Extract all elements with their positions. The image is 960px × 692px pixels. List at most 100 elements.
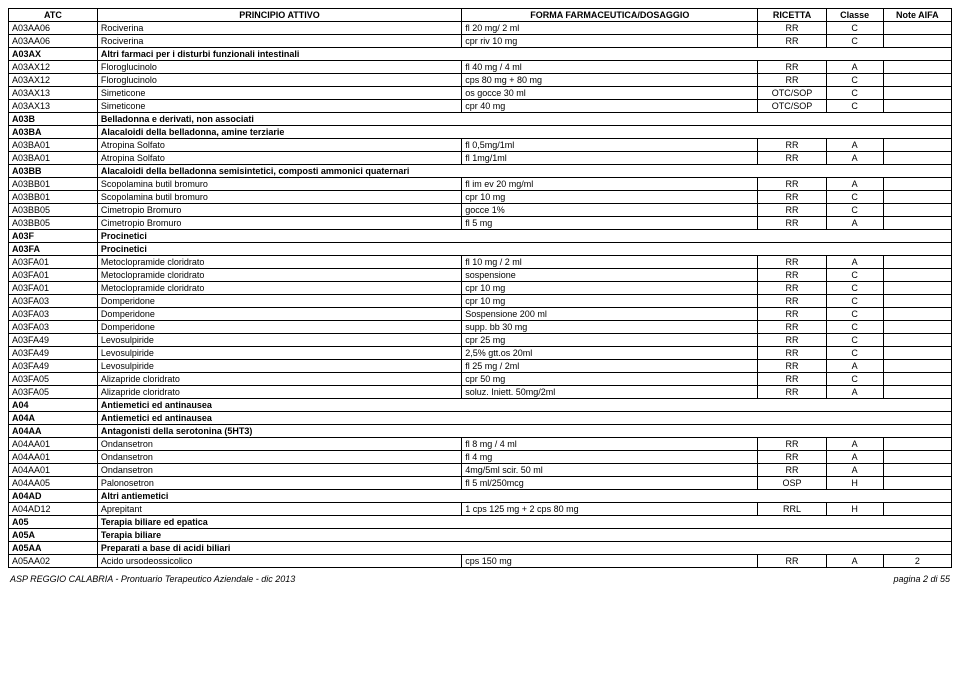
cell-forma: fl 5 mg: [462, 217, 758, 230]
cell-forma: os gocce 30 ml: [462, 87, 758, 100]
cell-classe: A: [826, 438, 883, 451]
cell-atc: A04AA01: [9, 464, 98, 477]
cell-principio: Domperidone: [97, 321, 461, 334]
cell-classe: C: [826, 204, 883, 217]
section-title: Alacaloidi della belladonna, amine terzi…: [97, 126, 951, 139]
cell-principio: Alizapride cloridrato: [97, 386, 461, 399]
data-row: A03FA01Metoclopramide cloridratocpr 10 m…: [9, 282, 952, 295]
data-row: A03BB01Scopolamina butil bromurocpr 10 m…: [9, 191, 952, 204]
cell-classe: C: [826, 87, 883, 100]
cell-atc: A04AA01: [9, 438, 98, 451]
section-atc: A04A: [9, 412, 98, 425]
cell-ricetta: RR: [758, 204, 826, 217]
cell-note: [883, 386, 951, 399]
section-atc: A05: [9, 516, 98, 529]
data-row: A03FA01Metoclopramide cloridratosospensi…: [9, 269, 952, 282]
cell-forma: cpr 10 mg: [462, 191, 758, 204]
cell-principio: Metoclopramide cloridrato: [97, 282, 461, 295]
section-atc: A05A: [9, 529, 98, 542]
section-title: Altri farmaci per i disturbi funzionali …: [97, 48, 951, 61]
header-atc: ATC: [9, 9, 98, 22]
cell-ricetta: RR: [758, 308, 826, 321]
data-row: A03BA01Atropina Solfatofl 0,5mg/1mlRRA: [9, 139, 952, 152]
cell-classe: A: [826, 217, 883, 230]
data-row: A04AA01Ondansetronfl 4 mgRRA: [9, 451, 952, 464]
data-row: A03FA01Metoclopramide cloridratofl 10 mg…: [9, 256, 952, 269]
cell-atc: A03FA49: [9, 360, 98, 373]
cell-principio: Floroglucinolo: [97, 74, 461, 87]
data-row: A05AA02Acido ursodeossicolicocps 150 mgR…: [9, 555, 952, 568]
header-note: Note AIFA: [883, 9, 951, 22]
cell-classe: C: [826, 308, 883, 321]
section-row: A03BBAlacaloidi della belladonna semisin…: [9, 165, 952, 178]
cell-note: [883, 308, 951, 321]
section-row: A04AAAntagonisti della serotonina (5HT3): [9, 425, 952, 438]
cell-forma: fl im ev 20 mg/ml: [462, 178, 758, 191]
cell-atc: A03FA01: [9, 256, 98, 269]
data-row: A03BB01Scopolamina butil bromurofl im ev…: [9, 178, 952, 191]
cell-forma: fl 5 ml/250mcg: [462, 477, 758, 490]
section-title: Altri antiemetici: [97, 490, 951, 503]
cell-note: [883, 191, 951, 204]
cell-forma: soluz. Iniett. 50mg/2ml: [462, 386, 758, 399]
cell-classe: A: [826, 178, 883, 191]
cell-ricetta: RR: [758, 321, 826, 334]
cell-classe: C: [826, 321, 883, 334]
cell-principio: Levosulpiride: [97, 360, 461, 373]
cell-classe: A: [826, 360, 883, 373]
cell-ricetta: RR: [758, 373, 826, 386]
data-row: A03FA03Domperidonecpr 10 mgRRC: [9, 295, 952, 308]
cell-atc: A03BA01: [9, 152, 98, 165]
cell-forma: cpr 10 mg: [462, 282, 758, 295]
cell-ricetta: RR: [758, 555, 826, 568]
cell-atc: A03FA49: [9, 334, 98, 347]
cell-principio: Metoclopramide cloridrato: [97, 256, 461, 269]
cell-forma: fl 25 mg / 2ml: [462, 360, 758, 373]
cell-atc: A03BB05: [9, 204, 98, 217]
section-atc: A05AA: [9, 542, 98, 555]
cell-atc: A05AA02: [9, 555, 98, 568]
cell-ricetta: RR: [758, 217, 826, 230]
cell-principio: Floroglucinolo: [97, 61, 461, 74]
cell-forma: cpr riv 10 mg: [462, 35, 758, 48]
footer-left: ASP REGGIO CALABRIA - Prontuario Terapeu…: [10, 574, 295, 584]
cell-atc: A04AA05: [9, 477, 98, 490]
cell-forma: sospensione: [462, 269, 758, 282]
data-row: A03BB05Cimetropio Bromurogocce 1%RRC: [9, 204, 952, 217]
cell-classe: A: [826, 451, 883, 464]
cell-principio: Domperidone: [97, 308, 461, 321]
cell-note: [883, 282, 951, 295]
cell-classe: C: [826, 74, 883, 87]
data-row: A03AX12Floroglucinolofl 40 mg / 4 mlRRA: [9, 61, 952, 74]
section-atc: A04AD: [9, 490, 98, 503]
data-row: A03FA49Levosulpiride2,5% gtt.os 20mlRRC: [9, 347, 952, 360]
cell-ricetta: RR: [758, 295, 826, 308]
cell-note: 2: [883, 555, 951, 568]
cell-principio: Palonosetron: [97, 477, 461, 490]
cell-atc: A04AA01: [9, 451, 98, 464]
data-row: A03FA49Levosulpiridecpr 25 mgRRC: [9, 334, 952, 347]
data-row: A03BB05Cimetropio Bromurofl 5 mgRRA: [9, 217, 952, 230]
section-row: A05AAPreparati a base di acidi biliari: [9, 542, 952, 555]
data-row: A03AX13Simeticoneos gocce 30 mlOTC/SOPC: [9, 87, 952, 100]
cell-ricetta: RR: [758, 464, 826, 477]
cell-ricetta: RRL: [758, 503, 826, 516]
cell-ricetta: RR: [758, 139, 826, 152]
cell-atc: A03AX13: [9, 87, 98, 100]
cell-ricetta: RR: [758, 269, 826, 282]
cell-note: [883, 321, 951, 334]
cell-note: [883, 477, 951, 490]
cell-atc: A03FA05: [9, 386, 98, 399]
data-row: A03BA01Atropina Solfatofl 1mg/1mlRRA: [9, 152, 952, 165]
header-classe: Classe: [826, 9, 883, 22]
cell-forma: fl 1mg/1ml: [462, 152, 758, 165]
data-row: A04AA05Palonosetronfl 5 ml/250mcgOSPH: [9, 477, 952, 490]
data-row: A03FA03Domperidonesupp. bb 30 mgRRC: [9, 321, 952, 334]
section-atc: A04AA: [9, 425, 98, 438]
cell-atc: A03AX13: [9, 100, 98, 113]
section-row: A04ADAltri antiemetici: [9, 490, 952, 503]
cell-ricetta: OSP: [758, 477, 826, 490]
cell-forma: fl 10 mg / 2 ml: [462, 256, 758, 269]
cell-note: [883, 360, 951, 373]
cell-note: [883, 74, 951, 87]
